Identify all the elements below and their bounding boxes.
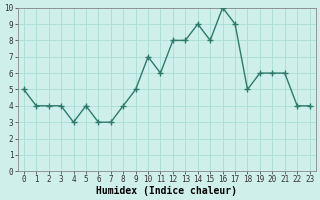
- X-axis label: Humidex (Indice chaleur): Humidex (Indice chaleur): [96, 186, 237, 196]
